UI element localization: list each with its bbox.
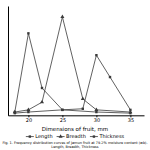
- point: [27, 32, 29, 34]
- legend-marker: [93, 135, 95, 137]
- plot-area: [13, 15, 133, 115]
- point: [95, 111, 97, 113]
- point: [82, 108, 84, 110]
- x-tick-label: 20: [26, 117, 32, 123]
- caption: Fig. 1. Frequency distribution curves of…: [2, 141, 147, 149]
- x-tick-label: 25: [60, 117, 66, 123]
- x-tick: 20: [26, 115, 32, 123]
- legend-entry: Length: [26, 133, 53, 140]
- legend: Length Breadth Thickness: [26, 133, 125, 140]
- x-tick: 30: [94, 115, 100, 123]
- point: [95, 54, 97, 56]
- x-tick-label: 30: [94, 117, 100, 123]
- series-line: [15, 33, 131, 113]
- legend-line: [26, 136, 34, 137]
- chart: Fig. 1. Frequency distribution curves of…: [0, 0, 150, 150]
- y-axis: [8, 7, 9, 116]
- point: [41, 87, 43, 89]
- legend-entry: Breadth: [57, 133, 86, 139]
- point: [14, 112, 16, 114]
- legend-label: Thickness: [98, 133, 124, 139]
- x-tick-label: 35: [128, 117, 134, 123]
- legend-marker: [59, 134, 63, 137]
- series-markers: [13, 15, 133, 114]
- point: [129, 109, 131, 111]
- legend-label: Breadth: [66, 133, 86, 139]
- point: [27, 111, 29, 113]
- point: [94, 108, 98, 111]
- point: [81, 97, 85, 100]
- series-markers: [14, 54, 132, 114]
- legend-marker: [29, 135, 31, 137]
- legend-line: [90, 136, 98, 137]
- caption-line: Length, Breadth, Thickness: [51, 145, 98, 149]
- legend-entry: Thickness: [90, 133, 125, 139]
- x-tick: 25: [60, 115, 66, 123]
- series-line: [15, 55, 131, 113]
- x-axis-title: Dimensions of fruit, mm: [42, 126, 108, 132]
- series-line: [15, 17, 131, 112]
- point: [61, 109, 63, 111]
- legend-label: Length: [35, 133, 52, 140]
- y-axis-line: [8, 7, 9, 116]
- point: [26, 108, 30, 111]
- point: [40, 100, 44, 103]
- point: [60, 15, 64, 18]
- point: [61, 109, 63, 111]
- x-tick: 35: [128, 115, 134, 123]
- point: [109, 76, 111, 78]
- x-axis: 20 25 30 35: [9, 115, 145, 123]
- series-markers: [14, 32, 132, 114]
